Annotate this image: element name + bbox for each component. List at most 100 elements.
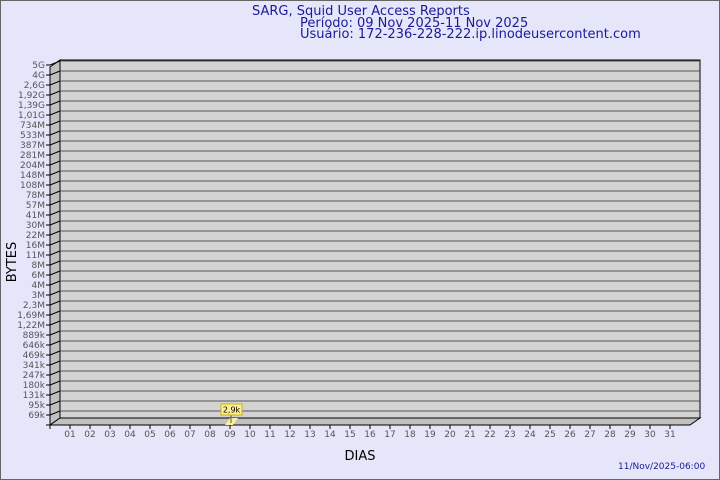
x-tick-label: 14 — [324, 430, 336, 440]
y-tick-label: 69k — [28, 411, 45, 421]
y-tick-label: 78M — [26, 191, 45, 201]
y-tick-depth — [49, 160, 61, 166]
y-tick-depth — [49, 150, 61, 156]
y-tick-depth — [49, 270, 61, 276]
y-tick-label: 1,22M — [17, 321, 45, 331]
y-tick-depth — [49, 410, 61, 416]
y-tick-depth — [49, 70, 61, 76]
x-tick-label: 17 — [384, 430, 395, 440]
x-tick-label: 16 — [364, 430, 376, 440]
y-tick-label: 2,3M — [23, 301, 45, 311]
x-tick-label: 20 — [444, 430, 456, 440]
y-tick-depth — [49, 60, 61, 66]
y-tick-depth — [49, 120, 61, 126]
y-tick-label: 3M — [32, 291, 46, 301]
y-tick-label: 131k — [23, 391, 46, 401]
x-tick-label: 09 — [224, 430, 236, 440]
y-tick-depth — [49, 110, 61, 116]
x-tick-label: 25 — [544, 430, 555, 440]
y-tick-depth — [49, 300, 61, 306]
x-tick-label: 23 — [504, 430, 515, 440]
y-tick-depth — [49, 210, 61, 216]
y-tick-label: 11M — [26, 251, 45, 261]
y-tick-label: 1,39G — [18, 101, 45, 111]
y-tick-label: 533M — [20, 131, 45, 141]
back-wall — [59, 59, 701, 419]
y-tick-depth — [49, 390, 61, 396]
y-tick-label: 6M — [32, 271, 46, 281]
x-tick-label: 19 — [424, 430, 436, 440]
y-tick-label: 2,6G — [24, 81, 45, 91]
bar-label-box — [220, 403, 243, 416]
footer-timestamp: 11/Nov/2025-06:00 — [618, 462, 706, 472]
y-tick-label: 95k — [28, 401, 45, 411]
x-tick-label: 10 — [244, 430, 256, 440]
y-tick-label: 341k — [23, 361, 46, 371]
x-tick-label: 15 — [344, 430, 355, 440]
x-tick-label: 29 — [624, 430, 636, 440]
y-tick-label: 57M — [26, 201, 45, 211]
y-tick-label: 734M — [20, 121, 45, 131]
y-tick-depth — [49, 230, 61, 236]
y-tick-depth — [49, 360, 61, 366]
y-tick-depth — [49, 130, 61, 136]
x-tick-label: 06 — [164, 430, 176, 440]
chart-title: SARG, Squid User Access Reports — [252, 4, 470, 19]
y-tick-depth — [49, 200, 61, 206]
x-tick-label: 22 — [484, 430, 495, 440]
x-tick-label: 26 — [564, 430, 576, 440]
y-tick-depth — [49, 350, 61, 356]
y-tick-depth — [49, 140, 61, 146]
x-tick-label: 28 — [604, 430, 616, 440]
y-tick-label: 469k — [23, 351, 46, 361]
y-tick-label: 646k — [23, 341, 46, 351]
y-tick-depth — [49, 180, 61, 186]
y-tick-label: 30M — [26, 221, 45, 231]
chart-user: Usuário: 172-236-228-222.ip.linodeuserco… — [300, 27, 641, 42]
bar-label: 2,9k — [223, 406, 241, 415]
y-tick-depth — [49, 340, 61, 346]
y-tick-depth — [49, 240, 61, 246]
y-tick-depth — [49, 380, 61, 386]
y-tick-label: 148M — [20, 171, 45, 181]
y-tick-label: 1,92G — [18, 91, 45, 101]
x-tick-label: 02 — [84, 430, 95, 440]
y-tick-label: 22M — [26, 231, 45, 241]
y-tick-depth — [49, 100, 61, 106]
y-tick-label: 387M — [20, 141, 45, 151]
y-tick-depth — [49, 260, 61, 266]
floor — [48, 417, 702, 426]
x-tick-label: 21 — [464, 430, 475, 440]
x-tick-label: 01 — [64, 430, 75, 440]
x-tick-label: 08 — [204, 430, 216, 440]
x-tick-label: 13 — [304, 430, 315, 440]
y-tick-label: 5G — [32, 61, 45, 71]
y-tick-label: 16M — [26, 241, 45, 251]
y-tick-depth — [49, 310, 61, 316]
x-tick-label: 11 — [264, 430, 275, 440]
x-tick-label: 30 — [644, 430, 656, 440]
y-tick-depth — [49, 220, 61, 226]
y-tick-label: 204M — [20, 161, 45, 171]
y-tick-depth — [49, 280, 61, 286]
y-tick-label: 247k — [23, 371, 46, 381]
y-tick-label: 1,01G — [18, 111, 45, 121]
y-tick-depth — [49, 80, 61, 86]
y-tick-depth — [49, 370, 61, 376]
x-tick-label: 31 — [664, 430, 675, 440]
y-tick-label: 4G — [32, 71, 45, 81]
y-tick-depth — [49, 190, 61, 196]
x-tick-label: 05 — [144, 430, 155, 440]
y-tick-label: 41M — [26, 211, 45, 221]
y-tick-depth — [49, 170, 61, 176]
y-tick-label: 281M — [20, 151, 45, 161]
y-tick-depth — [49, 330, 61, 336]
x-tick-label: 18 — [404, 430, 416, 440]
y-tick-label: 180k — [23, 381, 46, 391]
y-tick-depth — [49, 90, 61, 96]
x-tick-label: 12 — [284, 430, 295, 440]
x-tick-label: 03 — [104, 430, 115, 440]
x-tick-label: 27 — [584, 430, 595, 440]
y-tick-label: 108M — [20, 181, 45, 191]
